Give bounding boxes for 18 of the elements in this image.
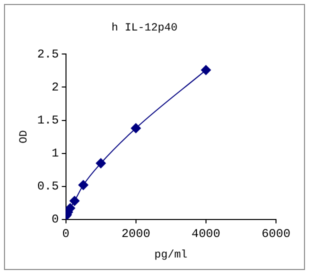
y-tick-label: 2 xyxy=(52,80,59,94)
point xyxy=(78,180,88,190)
y-tick-label: 1 xyxy=(52,146,59,160)
point xyxy=(70,196,80,206)
point xyxy=(96,158,106,168)
x-tick-label: 4000 xyxy=(192,226,220,241)
x-tick-label: 0 xyxy=(62,226,70,241)
point xyxy=(200,65,211,76)
y-tick-label: 0.5 xyxy=(37,180,59,194)
y-tick-label: 1.5 xyxy=(37,113,59,128)
x-tick-label: 2000 xyxy=(121,226,150,241)
y-tick-label: 2.5 xyxy=(37,47,59,62)
x-tick-label: 6000 xyxy=(262,226,290,241)
y-tick-label: 0 xyxy=(52,212,59,227)
y-axis-title: OD xyxy=(18,130,31,144)
chart-title: h IL-12p40 xyxy=(111,22,178,35)
point xyxy=(130,123,141,134)
x-axis-title: pg/ml xyxy=(154,249,188,262)
